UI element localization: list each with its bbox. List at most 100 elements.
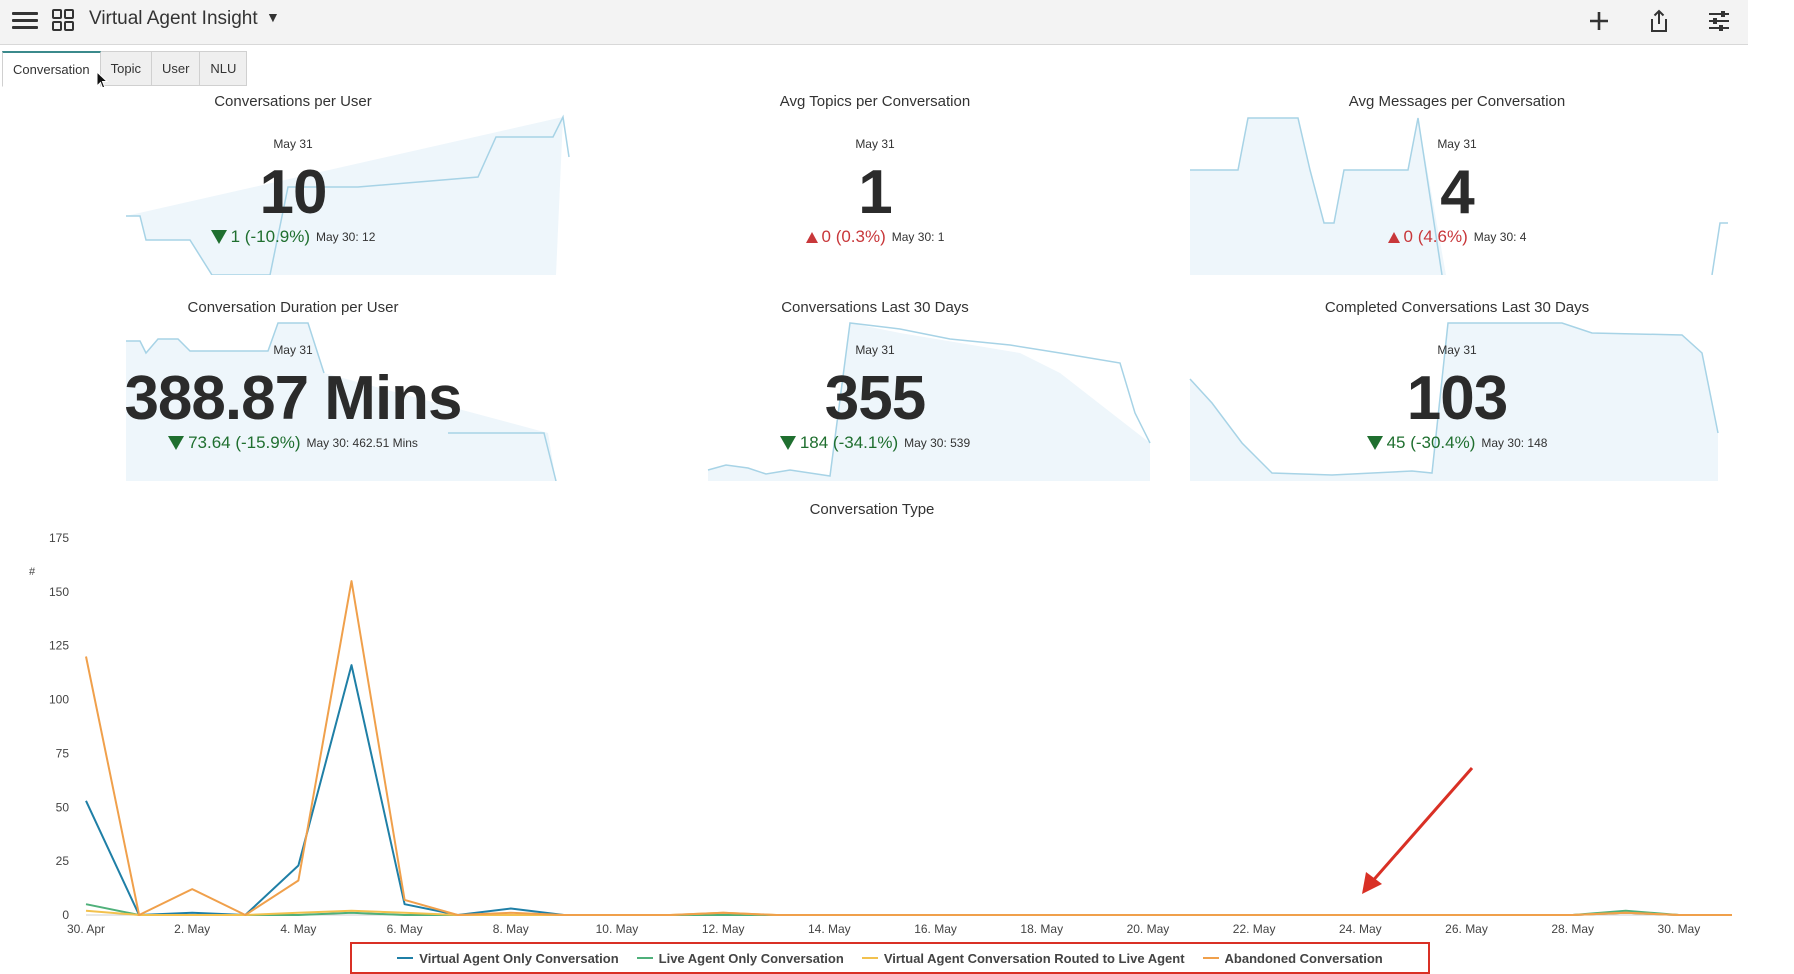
legend-label: Live Agent Only Conversation <box>658 950 844 966</box>
card-value: 4 <box>1440 158 1474 227</box>
down-triangle-icon <box>168 436 185 450</box>
series-line-1 <box>85 664 1732 916</box>
y-tick-label: 100 <box>49 693 69 707</box>
chart-title: Conversation Type <box>809 501 935 518</box>
previous-value: May 30: 539 <box>904 436 971 450</box>
card-value: 355 <box>824 364 926 433</box>
legend-swatch <box>1202 957 1219 959</box>
plus-icon[interactable] <box>1586 8 1612 34</box>
y-tick-label: 125 <box>49 639 69 653</box>
card-delta: 1 (-10.9%) May 30: 12 <box>8 227 578 247</box>
x-tick-label: 24. May <box>1339 922 1382 936</box>
card-title: Conversations per User <box>214 93 372 110</box>
legend-swatch <box>636 957 653 959</box>
x-tick-label: 28. May <box>1551 922 1594 936</box>
previous-value: May 30: 4 <box>1473 230 1527 244</box>
x-tick-label: 10. May <box>596 922 639 936</box>
x-tick-label: 22. May <box>1233 922 1276 936</box>
annotation-arrow-icon <box>1362 767 1474 894</box>
dashboard-tabs: Conversation Topic User NLU <box>2 51 248 87</box>
card-date: May 31 <box>855 343 895 357</box>
x-tick-label: 8. May <box>493 922 529 936</box>
x-tick-label: 6. May <box>387 922 423 936</box>
legend-item-routed-to-live-agent[interactable]: Virtual Agent Conversation Routed to Liv… <box>861 950 1185 966</box>
card-delta: 73.64 (-15.9%) May 30: 462.51 Mins <box>8 433 578 453</box>
card-date: May 31 <box>273 343 313 357</box>
card-title: Conversation Duration per User <box>187 299 399 316</box>
x-tick-label: 30. May <box>1658 922 1701 936</box>
chart-legend: Virtual Agent Only Conversation Live Age… <box>350 942 1430 974</box>
delta-value: 1 (-10.9%) <box>230 227 310 246</box>
x-tick-label: 16. May <box>914 922 957 936</box>
previous-value: May 30: 1 <box>891 230 945 244</box>
card-conversations-per-user[interactable]: Conversations per User May 31 10 1 (-10.… <box>8 87 578 275</box>
sparkline <box>126 114 570 275</box>
card-delta: 184 (-34.1%) May 30: 539 <box>590 433 1160 453</box>
previous-value: May 30: 12 <box>316 230 376 244</box>
card-date: May 31 <box>273 137 313 151</box>
down-triangle-icon <box>779 436 796 450</box>
sparkline <box>1190 117 1728 275</box>
sparkline <box>707 322 1151 481</box>
down-triangle-icon <box>210 230 227 244</box>
card-value: 10 <box>259 158 328 227</box>
x-tick-label: 2. May <box>174 922 210 936</box>
chevron-down-icon[interactable]: ▼ <box>266 9 280 25</box>
card-avg-topics-per-conversation[interactable]: Avg Topics per Conversation May 31 1 0 (… <box>590 87 1160 275</box>
tab-nlu[interactable]: NLU <box>200 51 248 86</box>
x-tick-label: 20. May <box>1127 922 1170 936</box>
x-tick-label: 18. May <box>1020 922 1063 936</box>
tab-topic[interactable]: Topic <box>100 51 152 86</box>
tab-user[interactable]: User <box>151 51 201 86</box>
y-tick-label: 75 <box>56 746 70 760</box>
y-tick-label: 150 <box>49 585 69 599</box>
card-avg-messages-per-conversation[interactable]: Avg Messages per Conversation May 31 4 0… <box>1172 87 1742 275</box>
y-tick-label: 50 <box>56 800 70 814</box>
series-line-4 <box>85 580 1732 916</box>
card-value: 1 <box>858 158 892 227</box>
card-conversation-duration-per-user[interactable]: Conversation Duration per User May 31 38… <box>8 293 578 481</box>
legend-item-virtual-agent-only[interactable]: Virtual Agent Only Conversation <box>397 951 619 966</box>
top-bar: Virtual Agent Insight ▼ <box>0 0 1748 45</box>
card-value: 103 <box>1406 364 1508 433</box>
x-tick-label: 14. May <box>808 922 851 936</box>
card-date: May 31 <box>1437 343 1477 357</box>
legend-swatch <box>861 957 878 959</box>
y-axis-label: # <box>29 566 36 578</box>
card-delta: 0 (0.3%) May 30: 1 <box>590 227 1160 247</box>
legend-swatch <box>397 957 414 959</box>
hamburger-menu-icon[interactable] <box>12 9 38 33</box>
delta-value: 0 (4.6%) <box>1403 227 1468 246</box>
legend-label: Virtual Agent Conversation Routed to Liv… <box>883 950 1185 966</box>
sparkline <box>1189 322 1719 481</box>
x-tick-label: 26. May <box>1445 922 1488 936</box>
legend-label: Abandoned Conversation <box>1224 950 1383 966</box>
filter-sliders-icon[interactable] <box>1706 8 1732 34</box>
up-triangle-icon <box>1387 231 1400 243</box>
share-icon[interactable] <box>1646 8 1672 34</box>
card-delta: 0 (4.6%) May 30: 4 <box>1172 227 1742 247</box>
series-line-2 <box>85 903 1732 916</box>
up-triangle-icon <box>805 231 818 243</box>
down-triangle-icon <box>1366 436 1383 450</box>
y-tick-label: 175 <box>49 531 69 545</box>
legend-item-abandoned[interactable]: Abandoned Conversation <box>1202 950 1383 966</box>
card-date: May 31 <box>1437 137 1477 151</box>
card-conversations-last-30-days[interactable]: Conversations Last 30 Days May 31 355 18… <box>590 293 1160 481</box>
dashboard-title[interactable]: Virtual Agent Insight <box>89 8 258 29</box>
card-date: May 31 <box>855 137 895 151</box>
card-delta: 45 (-30.4%) May 30: 148 <box>1172 433 1742 453</box>
previous-value: May 30: 462.51 Mins <box>306 436 418 450</box>
delta-value: 73.64 (-15.9%) <box>188 433 301 452</box>
delta-value: 45 (-30.4%) <box>1386 433 1476 452</box>
card-completed-conversations-last-30-days[interactable]: Completed Conversations Last 30 Days May… <box>1172 293 1742 481</box>
legend-item-live-agent-only[interactable]: Live Agent Only Conversation <box>636 950 844 966</box>
tab-conversation[interactable]: Conversation <box>2 51 101 87</box>
x-tick-label: 12. May <box>702 922 745 936</box>
card-title: Conversations Last 30 Days <box>781 299 969 316</box>
y-tick-label: 25 <box>56 854 70 868</box>
card-title: Avg Topics per Conversation <box>779 93 971 110</box>
dashboard-grid-icon[interactable] <box>51 8 75 32</box>
card-title: Completed Conversations Last 30 Days <box>1324 299 1590 316</box>
